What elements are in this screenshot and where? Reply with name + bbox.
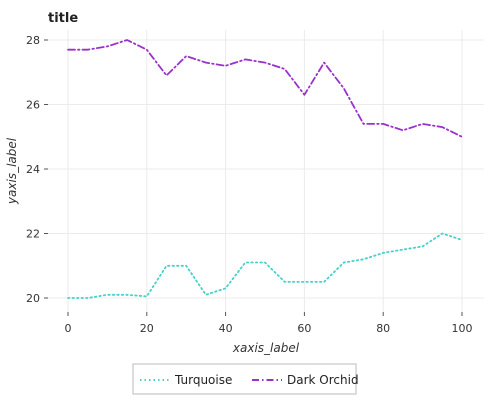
y-tick-label: 22 — [26, 228, 40, 241]
x-tick-label: 40 — [219, 322, 233, 335]
x-tick-label: 0 — [65, 322, 72, 335]
y-axis-ticks: 20 22 24 26 28 — [26, 34, 48, 305]
x-tick-label: 20 — [140, 322, 154, 335]
y-tick-label: 28 — [26, 34, 40, 47]
series-line-turquoise — [67, 232, 463, 299]
legend-label-turquoise: Turquoise — [174, 373, 232, 387]
x-tick-label: 80 — [376, 322, 390, 335]
x-axis-label: xaxis_label — [232, 341, 300, 355]
legend: Turquoise Dark Orchid — [132, 363, 359, 395]
chart-title: title — [48, 11, 78, 26]
series-lines — [67, 39, 463, 299]
x-tick-label: 60 — [297, 322, 311, 335]
series-line-dark-orchid — [67, 39, 463, 138]
x-tick-label: 100 — [452, 322, 473, 335]
y-axis-label: yaxis_label — [5, 137, 19, 205]
x-axis-ticks: 0 20 40 60 80 100 — [65, 312, 473, 335]
legend-label-dark-orchid: Dark Orchid — [287, 373, 359, 387]
y-tick-label: 20 — [26, 292, 40, 305]
legend-box — [132, 363, 357, 395]
y-tick-label: 26 — [26, 99, 40, 112]
y-tick-label: 24 — [26, 163, 40, 176]
grid-lines — [48, 30, 484, 312]
